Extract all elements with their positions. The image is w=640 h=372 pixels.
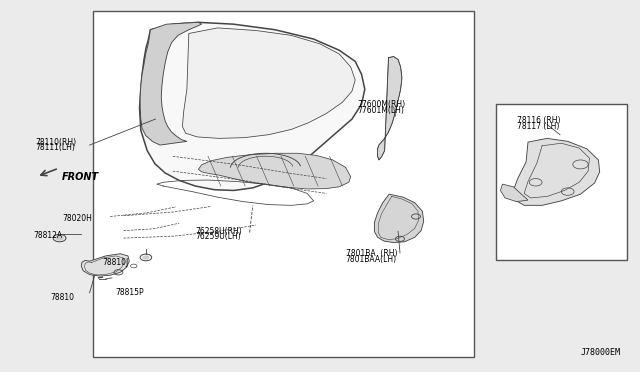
Text: 7801BA  (RH): 7801BA (RH): [346, 249, 397, 258]
Bar: [496, 104, 627, 260]
Text: 78111(LH): 78111(LH): [35, 143, 75, 152]
Text: 78810: 78810: [50, 293, 74, 302]
Polygon shape: [140, 22, 202, 145]
Polygon shape: [81, 254, 129, 276]
Text: 78116 (RH): 78116 (RH): [517, 116, 561, 125]
Text: 77601M(LH): 77601M(LH): [357, 106, 404, 115]
Text: J78000EM: J78000EM: [581, 348, 621, 357]
Circle shape: [56, 236, 63, 240]
Polygon shape: [198, 153, 351, 189]
Text: 76259U(LH): 76259U(LH): [195, 232, 241, 241]
Text: 78812A: 78812A: [33, 231, 63, 240]
Text: 78110(RH): 78110(RH): [35, 138, 76, 147]
Polygon shape: [140, 22, 365, 190]
Polygon shape: [378, 57, 402, 160]
Polygon shape: [182, 28, 355, 138]
Polygon shape: [513, 138, 600, 205]
Circle shape: [143, 256, 149, 259]
Polygon shape: [500, 184, 528, 202]
Text: FRONT: FRONT: [61, 172, 99, 182]
Polygon shape: [374, 194, 424, 243]
Text: 78810J: 78810J: [102, 258, 129, 267]
Text: 78117 (LH): 78117 (LH): [517, 122, 559, 131]
Text: 78020H: 78020H: [63, 214, 93, 223]
Text: 77600M(RH): 77600M(RH): [357, 100, 405, 109]
Text: 76258U(RH): 76258U(RH): [195, 227, 242, 236]
Text: 7801BAA(LH): 7801BAA(LH): [346, 255, 397, 264]
Bar: [93, 11, 474, 357]
Text: 78815P: 78815P: [115, 288, 144, 297]
